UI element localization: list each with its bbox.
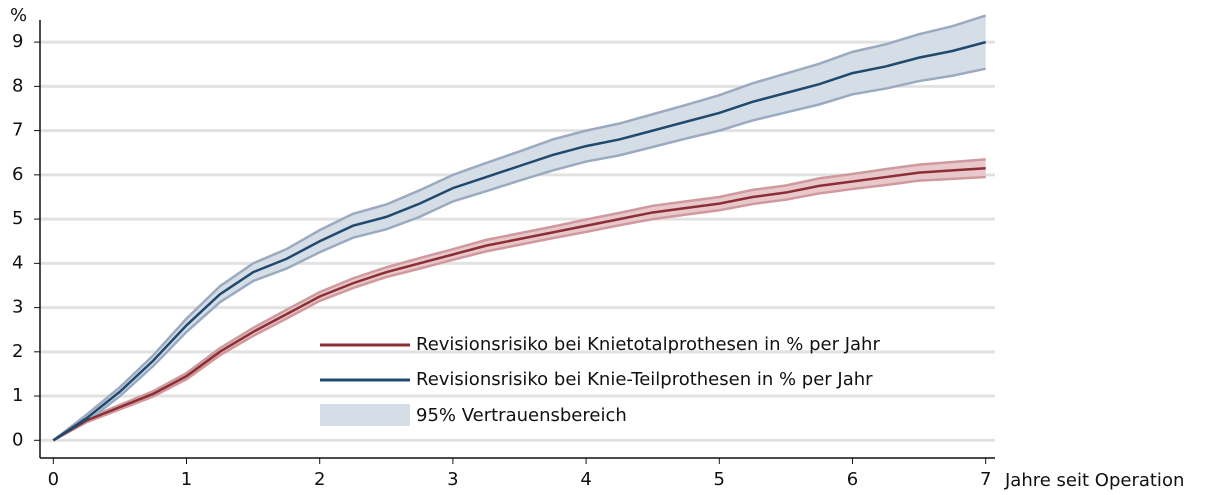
x-tick-label: 4 bbox=[580, 469, 591, 490]
y-tick-label: 3 bbox=[12, 297, 23, 318]
y-tick-label: 4 bbox=[12, 252, 23, 273]
legend-label: Revisionsrisiko bei Knie-Teilprothesen i… bbox=[416, 369, 873, 390]
y-tick-label: 5 bbox=[12, 208, 23, 229]
y-tick-label: 6 bbox=[12, 164, 23, 185]
y-tick-label: 2 bbox=[12, 341, 23, 362]
x-tick-label: 0 bbox=[48, 469, 59, 490]
band-upper bbox=[52, 14, 987, 442]
x-tick-label: 6 bbox=[847, 469, 858, 490]
x-tick-label: 2 bbox=[314, 469, 325, 490]
legend-band-label: 95% Vertrauensbereich bbox=[416, 405, 627, 426]
x-tick-label: 5 bbox=[714, 469, 725, 490]
legend-band-swatch bbox=[320, 404, 410, 426]
band-lower bbox=[52, 175, 986, 442]
x-tick-label: 1 bbox=[181, 469, 192, 490]
y-tick-label: 9 bbox=[12, 31, 23, 52]
confidence-band bbox=[53, 159, 986, 441]
x-tick-label: 7 bbox=[980, 469, 991, 490]
x-axis-label: Jahre seit Operation bbox=[1004, 470, 1184, 491]
series-line bbox=[52, 166, 986, 442]
y-axis-label: % bbox=[10, 5, 27, 26]
y-tick-label: 7 bbox=[12, 120, 23, 141]
y-tick-label: 8 bbox=[12, 75, 23, 96]
y-tick-label: 1 bbox=[12, 385, 23, 406]
y-tick-label: 0 bbox=[12, 429, 23, 450]
x-tick-label: 3 bbox=[447, 469, 458, 490]
band-lower bbox=[52, 67, 986, 442]
legend-label: Revisionsrisiko bei Knietotalprothesen i… bbox=[416, 334, 880, 355]
confidence-band bbox=[53, 15, 986, 441]
series-line bbox=[52, 40, 986, 442]
band-upper bbox=[52, 158, 986, 442]
